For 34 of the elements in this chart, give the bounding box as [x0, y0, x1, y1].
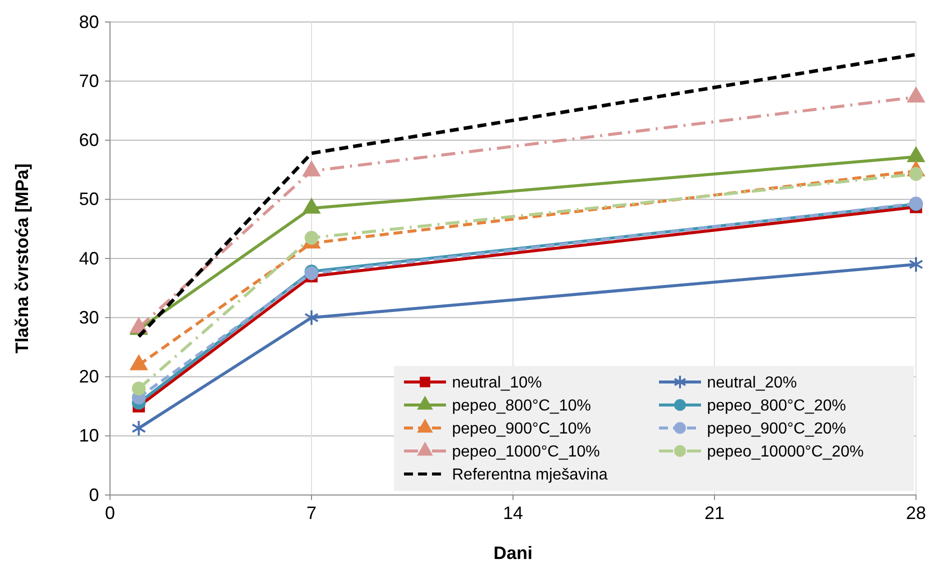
y-tick-label: 80: [78, 12, 99, 32]
y-axis-title: Tlačna čvrstoća [MPa]: [12, 163, 32, 354]
point: [304, 230, 318, 245]
point: [131, 420, 146, 436]
legend-label: Referentna mješavina: [452, 466, 608, 484]
x-tick-label: 21: [704, 503, 725, 524]
legend-label: pepeo_900°C_20%: [707, 420, 846, 438]
y-tick-label: 30: [78, 307, 99, 328]
point: [302, 198, 321, 214]
point: [302, 160, 321, 176]
legend-label: pepeo_1000°C_10%: [452, 444, 600, 461]
legend-label: pepeo_800°C_10%: [452, 398, 591, 415]
legend-label: pepeo_900°C_10%: [452, 420, 591, 438]
legend-label: neutral_10%: [452, 374, 542, 392]
x-tick-label: 7: [306, 503, 317, 524]
x-tick-label: 0: [104, 503, 116, 524]
y-tick-label: 60: [78, 130, 99, 150]
point: [304, 309, 319, 326]
legend-label: pepeo_800°C_20%: [707, 398, 846, 415]
x-axis-title: Dani: [493, 543, 533, 563]
x-tick-label: 14: [502, 503, 524, 524]
point: [908, 256, 924, 273]
y-tick-label: 70: [78, 70, 99, 91]
y-tick-label: 0: [88, 484, 99, 505]
legend-label: pepeo_10000°C_20%: [707, 444, 864, 461]
y-tick-label: 20: [78, 366, 99, 387]
point: [132, 382, 146, 396]
y-tick-label: 40: [78, 248, 99, 268]
point: [906, 86, 926, 102]
point: [906, 146, 926, 162]
y-tick-label: 50: [78, 189, 99, 210]
legend-label: neutral_20%: [707, 374, 797, 392]
y-tick-label: 10: [78, 426, 99, 446]
x-tick-label: 28: [906, 503, 926, 524]
